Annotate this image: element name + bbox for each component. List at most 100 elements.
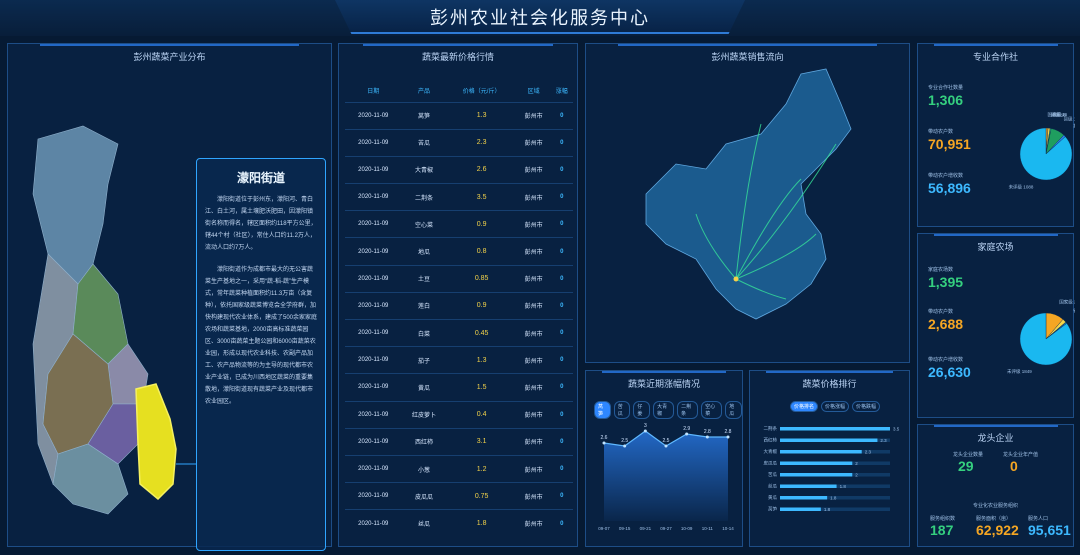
trend-point	[705, 435, 709, 439]
trend-x-tick: 09-07	[598, 526, 610, 531]
table-cell: 2020-11-09	[345, 509, 402, 537]
table-cell: 0.45	[446, 318, 517, 347]
table-row[interactable]: 2020-11-09 皮瓜瓜 0.75 彭州市 0	[345, 482, 573, 510]
stat-label: 服务面积（亩）	[976, 516, 1012, 522]
price-table: 日期 产品 价格（元/斤） 区域 涨幅 2020-11-09 莴笋 1.3 彭州市 0 2020-…	[345, 80, 573, 537]
rank-value: 2.3	[865, 450, 872, 455]
pie-slice	[1019, 312, 1073, 366]
tab-item[interactable]: 空心菜	[701, 401, 723, 419]
tab-item[interactable]: 莴笋	[594, 401, 611, 419]
rank-bar	[780, 496, 828, 500]
table-cell: 彭州市	[516, 183, 551, 211]
table-cell: 土豆	[401, 264, 447, 293]
farm-panel: 家庭农场 家庭农场数 1,395 带动农户数 2,688 带动农户增收数 26,…	[917, 233, 1075, 418]
table-row[interactable]: 2020-11-09 小葱 1.2 彭州市 0	[345, 454, 573, 483]
table-cell: 2020-11-09	[345, 264, 402, 293]
rank-value: 1.8	[840, 484, 847, 489]
rank-category: 黄瓜	[768, 494, 777, 501]
china-outline	[645, 68, 852, 320]
table-row[interactable]: 2020-11-09 莴笋 1.3 彭州市 0	[345, 101, 573, 130]
table-row[interactable]: 2020-11-09 茄子 1.3 彭州市 0	[345, 346, 573, 374]
table-cell: 2020-11-09	[345, 318, 402, 347]
trend-point	[643, 429, 647, 433]
table-cell: 茄子	[401, 346, 447, 374]
tab-item[interactable]: 大青椒	[653, 401, 675, 419]
table-row[interactable]: 2020-11-09 黄瓜 1.5 彭州市 0	[345, 373, 573, 402]
rank-category: 丝瓜	[768, 483, 777, 489]
tab-item[interactable]: 仔姜	[633, 401, 651, 419]
map-region-north	[32, 125, 119, 285]
panel-title: 蔬菜近期涨幅情况	[627, 379, 700, 389]
trend-x-tick: 10-11	[702, 526, 714, 531]
table-cell: 2020-11-09	[345, 373, 402, 402]
ranking-tabs: 价格排名 价格涨幅 价格跌幅	[790, 401, 881, 412]
table-cell: 彭州市	[516, 318, 551, 347]
origin-point	[733, 276, 739, 282]
table-row[interactable]: 2020-11-09 土豆 0.85 彭州市 0	[345, 264, 573, 293]
stat-value: 95,651	[1028, 522, 1071, 538]
table-row[interactable]: 2020-11-09 红皮萝卜 0.4 彭州市 0	[345, 400, 573, 429]
district-info-box: 濛阳街道 濛阳街道位于彭州东，濛阳河、青白江、白土河，属土壤肥沃肥田，因濛阳镇街…	[196, 158, 326, 551]
district-map[interactable]	[8, 44, 333, 548]
stat-label: 家庭农场数	[928, 267, 954, 273]
table-row[interactable]: 2020-11-09 地瓜 0.8 彭州市 0	[345, 237, 573, 266]
table-cell: 2020-11-09	[345, 454, 402, 483]
map-region-south	[52, 443, 129, 515]
stat-label: 龙头企业数量	[953, 452, 984, 458]
pie-label: 县级 112	[1064, 115, 1075, 122]
table-row[interactable]: 2020-11-09 西红柿 3.1 彭州市 0	[345, 427, 573, 456]
trend-value-label: 3	[644, 423, 647, 429]
coop-panel: 专业合作社 专业合作社数量 1,306 带动农户数 70,951 带动农户增收数…	[917, 43, 1075, 227]
panel-title: 家庭农场	[977, 242, 1014, 252]
table-header-cell: 区域	[527, 89, 540, 96]
pie-label: 省级 52	[1073, 307, 1075, 314]
tab-item[interactable]: 价格涨幅	[821, 401, 850, 412]
price-table-panel: 蔬菜最新价格行情 日期 产品 价格（元/斤） 区域 涨幅 2020-11-09 莴笋 1.3…	[338, 43, 578, 547]
stat-value: 0	[1010, 458, 1018, 474]
farm-pie-chart: 国家级 246省级 52市级 9县级 12未评级 1849	[1007, 298, 1075, 375]
stat-value: 29	[958, 458, 974, 474]
table-row[interactable]: 2020-11-09 莲白 0.9 彭州市 0	[345, 291, 573, 320]
pie-label: 未评级 1849	[1007, 368, 1032, 375]
pie-label: 国家级 246	[1059, 298, 1075, 305]
pie-label: 其他 15	[1073, 122, 1075, 129]
tab-item[interactable]: 价格跌幅	[852, 401, 881, 412]
table-row[interactable]: 2020-11-09 苦瓜 2.3 彭州市 0	[345, 128, 573, 157]
tab-item[interactable]: 地瓜	[725, 401, 742, 419]
table-row[interactable]: 2020-11-09 白菜 0.45 彭州市 0	[345, 318, 573, 347]
pie-label: 未评级 1088	[1009, 184, 1034, 191]
stat-label: 带动农户增收数	[928, 357, 964, 363]
rank-value: 3.5	[893, 427, 900, 432]
pie-label: 国家级 16	[1048, 111, 1068, 118]
ranking-panel: 蔬菜价格排行 价格排名 价格涨幅 价格跌幅 二荆条 3.5 西红柿 2.3 大青椒 2.3 皮瓜…	[749, 370, 910, 547]
table-header-cell: 涨幅	[555, 89, 568, 96]
table-cell: 彭州市	[516, 454, 551, 483]
rank-bar	[780, 438, 878, 442]
table-cell: 彭州市	[516, 291, 551, 320]
tab-item[interactable]: 价格排名	[790, 401, 819, 412]
rank-category: 二荆条	[764, 425, 778, 432]
stat-value: 56,896	[928, 180, 971, 196]
table-cell: 西红柿	[401, 427, 447, 456]
rank-category: 莴笋	[768, 506, 777, 513]
page-title: 彭州农业社会化服务中心	[430, 8, 650, 28]
stat-value: 70,951	[928, 136, 971, 152]
table-row[interactable]: 2020-11-09 空心菜 0.9 彭州市 0	[345, 210, 573, 238]
tab-item[interactable]: 二荆条	[677, 401, 699, 419]
china-map[interactable]	[586, 44, 911, 364]
stat-label: 带动农户数	[928, 129, 954, 135]
table-cell: 0	[550, 101, 573, 130]
tab-item[interactable]: 苦瓜	[613, 401, 631, 419]
table-cell: 红皮萝卜	[401, 400, 447, 429]
table-cell: 0	[550, 509, 573, 537]
table-cell: 彭州市	[516, 128, 551, 157]
table-row[interactable]: 2020-11-09 二荆条 3.5 彭州市 0	[345, 183, 573, 211]
stat-value: 62,922	[976, 522, 1019, 538]
district-para-2: 濛阳街道作为成都市最大的无公害蔬菜生产基地之一，采用“蔬-稻-蔬”生产模式，常年…	[205, 267, 318, 405]
table-cell: 2020-11-09	[345, 346, 402, 374]
table-header-cell: 产品	[417, 89, 430, 96]
table-row[interactable]: 2020-11-09 大青椒 2.6 彭州市 0	[345, 155, 573, 184]
table-cell: 白菜	[401, 318, 447, 347]
table-cell: 2.3	[446, 128, 517, 157]
table-row[interactable]: 2020-11-09 丝瓜 1.8 彭州市 0	[345, 509, 573, 537]
